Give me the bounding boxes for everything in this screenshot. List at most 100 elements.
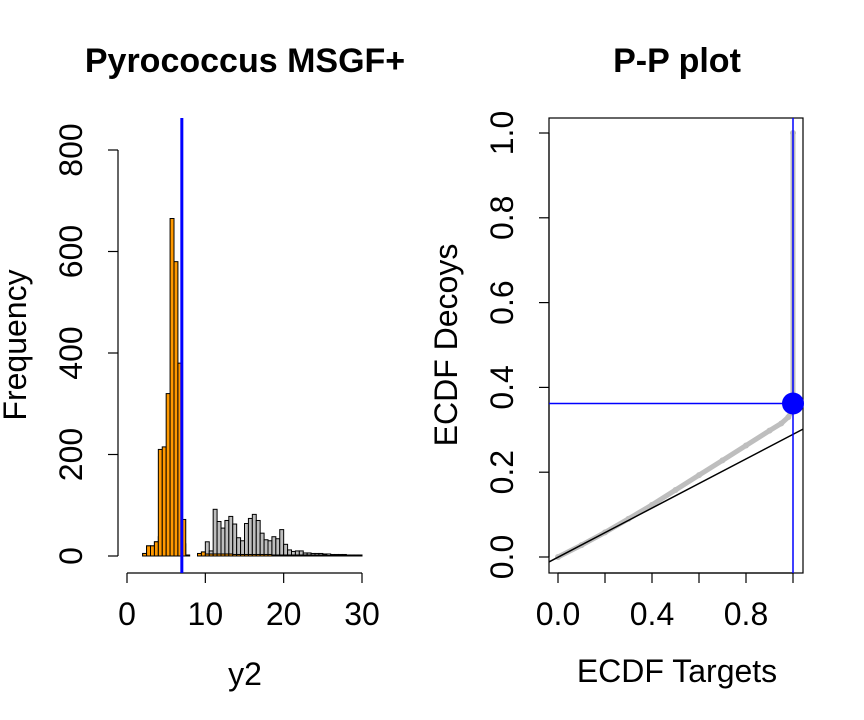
- pp-point: [696, 472, 702, 479]
- histogram-bar-decoy: [330, 554, 336, 557]
- pp-x-tick-label: 0.8: [724, 596, 768, 632]
- histogram-bar-decoy: [220, 553, 226, 557]
- histogram-bar-decoy: [298, 554, 304, 557]
- pp-y-tick-label: 0.6: [484, 280, 520, 324]
- histogram-bar-total: [263, 539, 269, 557]
- histogram-y-label: Frequency: [0, 269, 33, 420]
- histogram-bar-decoy: [236, 553, 242, 557]
- pp-x-tick-label: 0.4: [630, 596, 674, 632]
- histogram-y-tick-label: 600: [53, 225, 89, 278]
- histogram-bar-decoy: [275, 554, 281, 557]
- pp-plot-y-label: ECDF Decoys: [428, 244, 464, 447]
- histogram-bar-total: [212, 508, 218, 557]
- histogram-bar-decoy: [341, 554, 347, 557]
- histogram-x-tick-label: 20: [266, 596, 302, 632]
- histogram-bar-decoy: [314, 554, 320, 557]
- histogram-bar-decoy: [204, 553, 210, 557]
- histogram-bar-total: [255, 519, 261, 557]
- pp-ecdf-curve: [555, 130, 796, 560]
- histogram-title: Pyrococcus MSGF+: [85, 42, 405, 80]
- histogram-bar-total: [240, 540, 245, 557]
- histogram-bar-decoy: [287, 554, 293, 557]
- histogram-bar-total: [216, 520, 222, 557]
- pp-plot-highlight-point: [782, 392, 804, 415]
- histogram-bar-decoy: [200, 551, 206, 557]
- pp-point: [672, 487, 679, 494]
- histogram-bar-total: [232, 523, 238, 557]
- histogram-bar-decoy: [271, 554, 277, 557]
- histogram-x-label: y2: [228, 656, 262, 692]
- pp-x-tick-label: 0.0: [536, 596, 580, 632]
- histogram-bar-total: [275, 538, 281, 557]
- histogram-bar-decoy: [244, 553, 249, 557]
- histogram-bar-decoy: [357, 554, 363, 557]
- pp-plot-axes: 0.0 0.4 0.8 0.0 0.2 0.4 0.6 0.8 1.0: [484, 111, 794, 632]
- histogram-bar-decoy: [251, 553, 257, 557]
- histogram-x-tick-label: 0: [118, 596, 136, 632]
- histogram-bar-decoy: [267, 553, 273, 557]
- histogram-bar-decoy: [338, 554, 343, 557]
- histogram-bar-total: [244, 523, 249, 557]
- histogram-bar-decoy: [161, 446, 167, 557]
- histogram-bars-decoy: [142, 218, 363, 557]
- histogram-bar-decoy: [255, 553, 261, 557]
- histogram-bar-decoy: [150, 545, 155, 557]
- pp-plot-x-label: ECDF Targets: [577, 653, 777, 689]
- pp-plot-reference-line: [548, 428, 804, 563]
- histogram-bar-decoy: [302, 554, 308, 557]
- pp-plot-panel: P-P plot ECDF Targets ECDF Decoys 0.0 0.4…: [428, 42, 804, 689]
- pp-y-tick-label: 0.0: [484, 535, 520, 579]
- pp-point: [778, 420, 785, 427]
- histogram-y-tick-label: 400: [53, 326, 89, 379]
- histogram-bar-total: [220, 527, 226, 557]
- histogram-bar-decoy: [173, 261, 179, 557]
- histogram-bar-decoy: [322, 554, 328, 557]
- pp-y-tick-label: 0.4: [484, 365, 520, 409]
- histogram-bar-total: [267, 540, 273, 557]
- histogram-bar-decoy: [240, 553, 245, 557]
- histogram-bar-decoy: [165, 393, 171, 557]
- histogram-x-tick-label: 30: [344, 596, 380, 632]
- histogram-x-tick-label: 10: [188, 596, 224, 632]
- pp-y-tick-label: 1.0: [484, 111, 520, 155]
- histogram-bar-decoy: [259, 553, 265, 557]
- histogram-bar-decoy: [197, 552, 202, 557]
- histogram-bar-decoy: [263, 553, 269, 557]
- histogram-bar-decoy: [232, 553, 238, 557]
- histogram-bar-decoy: [349, 554, 355, 557]
- histogram-bar-total: [247, 517, 253, 557]
- histogram-bar-decoy: [208, 553, 214, 557]
- histogram-bar-decoy: [283, 554, 289, 557]
- histogram-bar-total: [224, 519, 230, 557]
- histogram-bar-decoy: [247, 553, 253, 557]
- histogram-bar-decoy: [169, 218, 175, 557]
- histogram-bar-decoy: [212, 553, 218, 557]
- histogram-bar-decoy: [310, 554, 316, 557]
- pp-point: [719, 457, 726, 464]
- histogram-bar-decoy: [216, 553, 222, 557]
- histogram-bar-total: [236, 537, 242, 557]
- histogram-bar-decoy: [306, 554, 312, 557]
- pp-y-tick-label: 0.2: [484, 450, 520, 494]
- histogram-bar-decoy: [294, 554, 300, 557]
- histogram-bar-decoy: [345, 554, 351, 557]
- pp-point: [766, 427, 773, 434]
- histogram-axes: 0 10 20 30 0 200 400 600 800: [53, 123, 380, 632]
- pp-plot-title: P-P plot: [613, 42, 741, 80]
- histogram-bar-decoy: [334, 554, 340, 557]
- pp-point: [743, 442, 749, 449]
- histogram-bar-decoy: [146, 545, 151, 557]
- histogram-bar-total: [283, 543, 289, 557]
- pp-point: [649, 501, 655, 508]
- histogram-panel: Pyrococcus MSGF+ y2 Frequency 0 10 20 30 0 20…: [0, 42, 405, 692]
- histogram-bar-decoy: [353, 554, 359, 557]
- histogram-bar-decoy: [157, 448, 163, 557]
- histogram-bar-total: [259, 532, 265, 557]
- histogram-y-tick-label: 0: [53, 547, 89, 565]
- histogram-bar-decoy: [326, 554, 332, 557]
- histogram-bar-decoy: [224, 553, 230, 557]
- pp-plot-frame: [548, 117, 804, 574]
- histogram-bar-total: [271, 536, 277, 557]
